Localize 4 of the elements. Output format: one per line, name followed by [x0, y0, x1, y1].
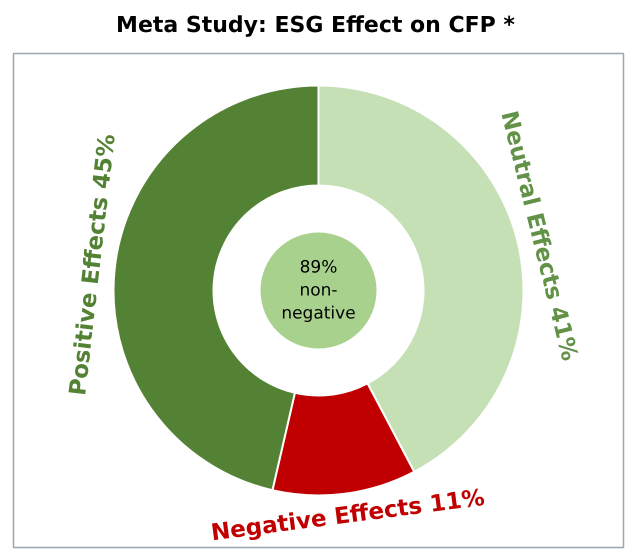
text: 89% non- negative	[281, 258, 356, 324]
slice-label: Positive Effects 45%	[65, 132, 121, 397]
chart-title: Meta Study: ESG Effect on CFP *	[116, 13, 516, 38]
slice-label: Negative Effects 11%	[209, 484, 486, 546]
